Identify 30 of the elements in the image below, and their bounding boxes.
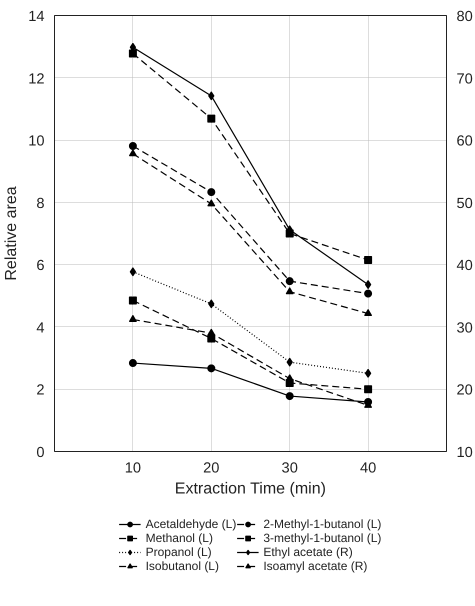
y2-tick-label: 30 — [456, 320, 473, 336]
legend-label: Isoamyl acetate (R) — [263, 559, 368, 573]
x-tick-label: 30 — [282, 460, 298, 476]
x-tick-label: 20 — [203, 460, 220, 476]
x-tick-label: 10 — [124, 460, 142, 476]
legend-label: Isobutanol (L) — [146, 559, 219, 573]
y-tick-label: 6 — [36, 258, 45, 274]
y2-tick-label: 80 — [456, 9, 473, 25]
y2-tick-label: 50 — [456, 196, 473, 212]
y-tick-label: 14 — [28, 9, 45, 25]
y-tick-label: 10 — [28, 134, 45, 150]
y2-tick-label: 70 — [456, 71, 473, 88]
legend-label: 3-methyl-1-butanol (L) — [263, 531, 382, 545]
y-tick-label: 12 — [28, 71, 45, 88]
y2-tick-label: 60 — [456, 134, 473, 150]
legend-label: 2-Methyl-1-butanol (L) — [263, 517, 382, 531]
y-axis-title: Relative area — [3, 186, 20, 281]
legend-label: Methanol (L) — [146, 531, 213, 545]
y2-tick-label: 40 — [456, 258, 473, 274]
y-tick-label: 2 — [36, 382, 45, 399]
legend-label: Ethyl acetate (R) — [263, 545, 353, 559]
legend-label: Propanol (L) — [146, 545, 212, 559]
legend-label: Acetaldehyde (L) — [146, 517, 236, 531]
y2-tick-label: 20 — [456, 382, 473, 399]
x-tick-label: 40 — [360, 460, 376, 476]
x-axis-title: Extraction Time (min) — [174, 480, 326, 498]
y-tick-label: 0 — [36, 445, 45, 461]
y-tick-label: 4 — [36, 320, 45, 336]
y2-tick-label: 10 — [456, 445, 473, 461]
y-tick-label: 8 — [36, 196, 45, 212]
